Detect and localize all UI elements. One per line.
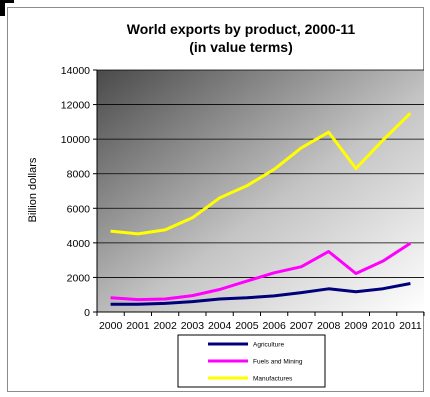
y-tick-label: 2000 bbox=[67, 272, 91, 284]
legend-label-agriculture: Agriculture bbox=[253, 342, 284, 349]
series-line-agriculture bbox=[110, 282, 411, 306]
corner-mark bbox=[0, 0, 5, 16]
legend-label-fuels-and-mining: Fuels and Mining bbox=[253, 359, 303, 366]
y-tick-label: 8000 bbox=[67, 169, 91, 181]
x-tick-label: 2002 bbox=[153, 320, 177, 332]
x-tick-label: 2001 bbox=[126, 320, 150, 332]
x-tick-label: 2008 bbox=[317, 320, 341, 332]
y-tick-label: 4000 bbox=[67, 238, 91, 250]
legend-box bbox=[177, 334, 326, 388]
chart-subtitle: (in value terms) bbox=[189, 39, 292, 55]
x-tick-label: 2004 bbox=[208, 320, 232, 332]
series-line-manufactures bbox=[110, 112, 412, 236]
plot-area bbox=[97, 70, 424, 312]
corner-mark bbox=[0, 0, 14, 3]
y-tick-label: 6000 bbox=[67, 203, 91, 215]
chart-title: World exports by product, 2000-11 bbox=[127, 21, 356, 37]
x-tick-label: 2007 bbox=[290, 320, 314, 332]
y-tick-label: 0 bbox=[84, 307, 90, 319]
x-tick-label: 2000 bbox=[99, 320, 123, 332]
y-tick-label: 10000 bbox=[61, 134, 90, 146]
x-tick-label: 2006 bbox=[262, 320, 286, 332]
x-tick-label: 2010 bbox=[371, 320, 395, 332]
series-line-fuels-and-mining bbox=[110, 241, 412, 302]
y-tick-label: 12000 bbox=[61, 100, 90, 112]
x-tick-label: 2005 bbox=[235, 320, 259, 332]
x-tick-label: 2009 bbox=[344, 320, 368, 332]
y-axis-label: Billion dollars bbox=[27, 157, 39, 222]
x-tick-label: 2011 bbox=[399, 320, 422, 332]
legend-label-manufactures: Manufactures bbox=[253, 376, 293, 383]
y-tick-label: 14000 bbox=[61, 65, 90, 77]
x-tick-label: 2003 bbox=[181, 320, 205, 332]
